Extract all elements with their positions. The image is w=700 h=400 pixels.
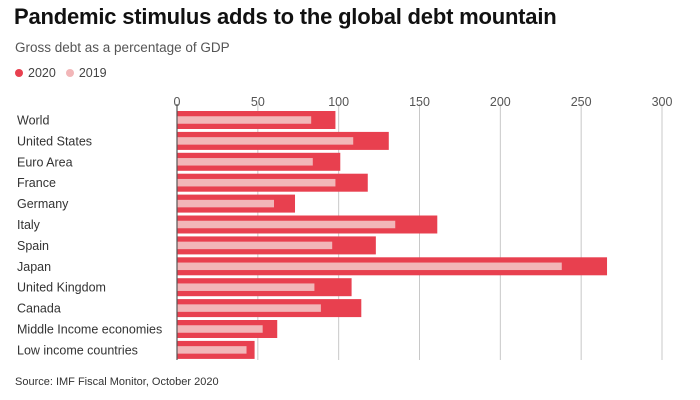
x-tick-label-200: 200 (490, 95, 511, 109)
x-tick-label-250: 250 (571, 95, 592, 109)
bar-2019-germany (177, 199, 274, 208)
x-tick-label-150: 150 (409, 95, 430, 109)
legend-swatch-2019 (65, 69, 74, 77)
category-label-canada: Canada (17, 302, 61, 316)
x-tick-label-300: 300 (652, 95, 673, 109)
bar-2019-united-kingdom (177, 283, 315, 291)
legend-label-2019: 2019 (78, 66, 107, 80)
category-label-united-states: United States (17, 134, 92, 148)
bar-2019-france (177, 178, 336, 187)
bar-2019-low-income-countries (177, 346, 247, 354)
bar-2019-middle-income-economies (177, 325, 263, 333)
bar-2019-canada (177, 304, 321, 312)
legend: 2020 2019 (15, 66, 107, 80)
bar-2019-euro-area (177, 158, 313, 166)
category-label-spain: Spain (17, 239, 49, 253)
category-label-france: France (17, 176, 56, 190)
bar-2019-italy (177, 220, 396, 229)
x-tick-label-100: 100 (328, 95, 349, 109)
legend-item-2019: 2019 (65, 66, 107, 80)
legend-item-2020: 2020 (15, 66, 56, 80)
category-label-middle-income-economies: Middle Income economies (17, 323, 162, 337)
bar-2019-japan (177, 262, 562, 271)
category-label-world: World (17, 114, 49, 128)
category-label-germany: Germany (17, 197, 69, 211)
category-label-japan: Japan (17, 260, 51, 274)
source-note: Source: IMF Fiscal Monitor, October 2020 (15, 376, 219, 388)
legend-swatch-2020 (15, 69, 23, 77)
bar-2019-united-states (177, 137, 354, 145)
category-label-low-income-countries: Low income countries (17, 343, 138, 357)
legend-label-2020: 2020 (28, 66, 56, 80)
bar-2019-world (177, 116, 312, 124)
category-label-united-kingdom: United Kingdom (17, 281, 106, 295)
category-label-italy: Italy (17, 218, 41, 232)
bar-2019-spain (177, 241, 333, 250)
x-tick-label-50: 50 (251, 95, 265, 109)
chart-subtitle: Gross debt as a percentage of GDP (15, 40, 230, 55)
category-label-euro-area: Euro Area (17, 155, 73, 169)
chart-title: Pandemic stimulus adds to the global deb… (14, 4, 557, 29)
x-tick-label-0: 0 (174, 95, 181, 109)
